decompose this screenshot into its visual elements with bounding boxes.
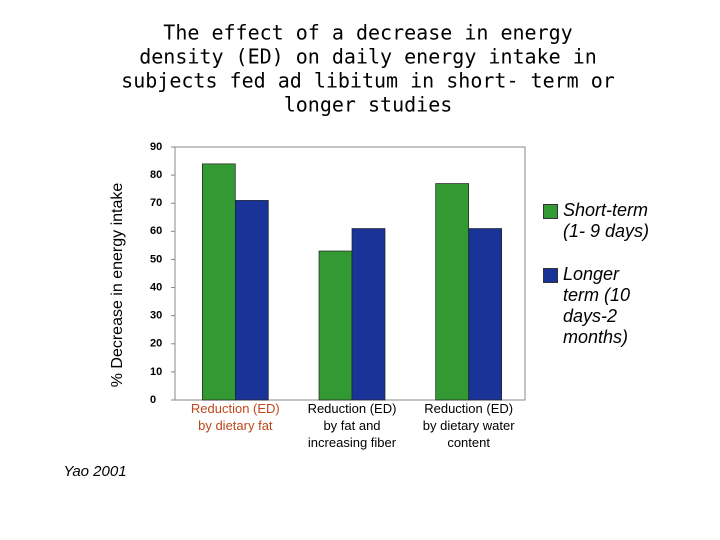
y-tick-label: 10	[150, 366, 162, 378]
y-tick-label: 20	[150, 338, 162, 350]
y-tick-label: 0	[150, 394, 156, 406]
x-tick-label-line: increasing fiber	[308, 435, 397, 450]
y-axis-label: % Decrease in energy intake	[109, 183, 126, 388]
x-tick-label-line: Reduction (ED)	[424, 401, 513, 416]
x-tick-label-line: by dietary fat	[198, 418, 273, 433]
chart-title: The effect of a decrease in energy	[163, 21, 572, 45]
x-tick-label: Reduction (ED) by dietary water content	[423, 401, 515, 450]
x-tick-label-line: Reduction (ED)	[308, 401, 397, 416]
bar	[318, 250, 353, 401]
bar	[234, 200, 269, 401]
x-tick-label-line: by dietary water	[423, 418, 515, 433]
legend-swatch	[543, 204, 558, 219]
chart-title: subjects fed ad libitum in short- term o…	[121, 69, 615, 93]
legend: Short-term (1- 9 days) Longer term (10 da…	[543, 200, 658, 370]
chart-title: longer studies	[284, 93, 453, 117]
chart-title: density (ED) on daily energy intake in	[139, 45, 597, 69]
x-tick-label-line: by fat and	[323, 418, 380, 433]
y-tick-label: 90	[150, 141, 162, 153]
source: Yao 2001	[63, 463, 126, 480]
x-tick-label: Reduction (ED) by fat and increasing fiber	[308, 401, 397, 450]
y-tick-label: 50	[150, 253, 162, 265]
x-tick-label: Reduction (ED) by dietary fat	[191, 401, 280, 433]
y-tick-label: 30	[150, 310, 162, 322]
y-tick-label: 40	[150, 281, 162, 293]
bar	[201, 163, 236, 401]
legend-label: Longer term (10 days-2 months)	[563, 264, 631, 347]
y-tick-label: 60	[150, 225, 162, 237]
x-tick-label-line: Reduction (ED)	[191, 401, 280, 416]
legend-item: Longer term (10 days-2 months)	[543, 264, 658, 348]
bar	[351, 228, 386, 401]
y-tick-label: 80	[150, 169, 162, 181]
y-tick-label: 70	[150, 197, 162, 209]
legend-swatch	[543, 268, 558, 283]
bar	[468, 228, 503, 401]
bar	[435, 183, 470, 401]
legend-label: Short-term (1- 9 days)	[563, 200, 650, 241]
legend-item: Short-term (1- 9 days)	[543, 200, 658, 242]
x-tick-label-line: content	[447, 435, 490, 450]
